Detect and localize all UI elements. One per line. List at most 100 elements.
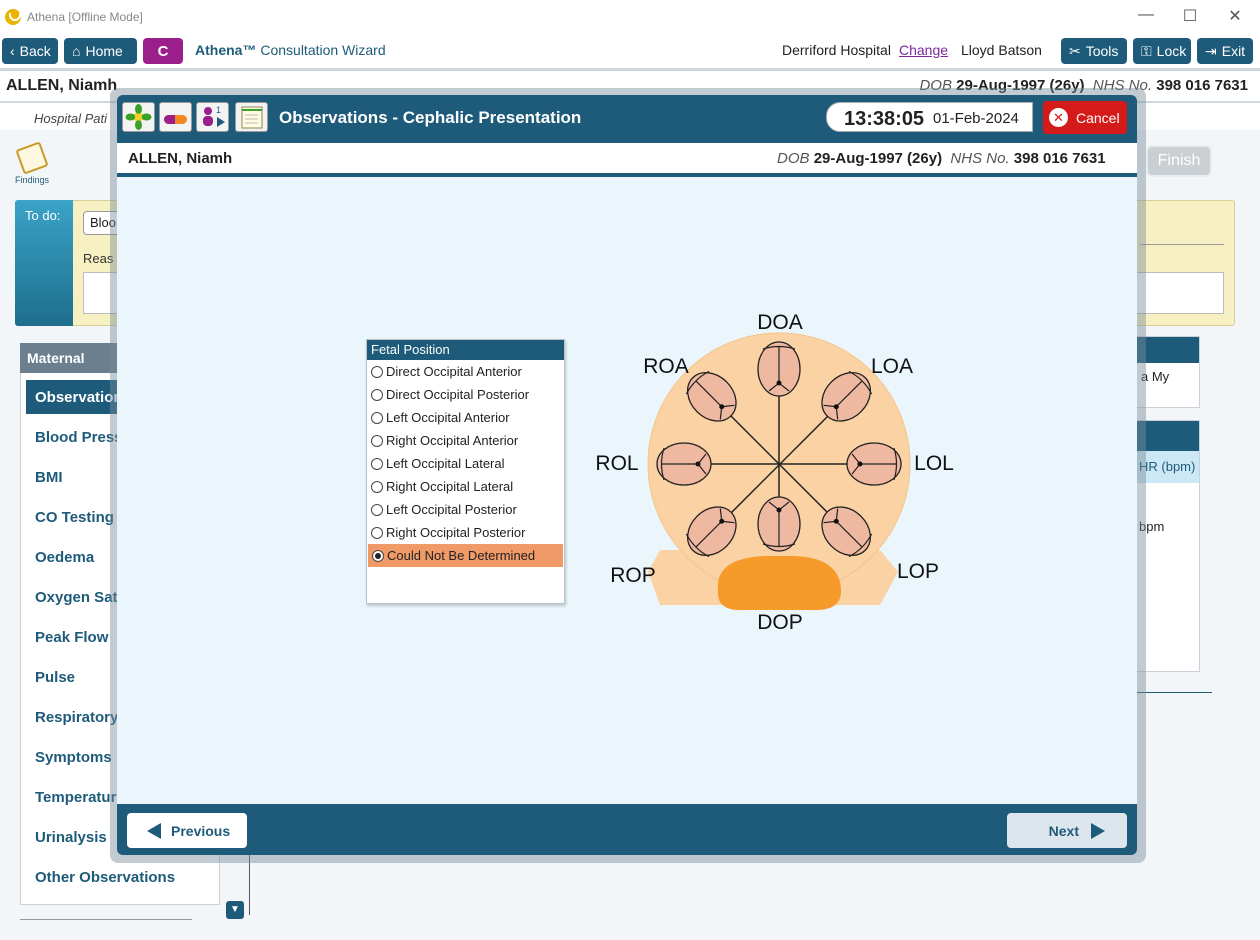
notes-button[interactable]: [235, 102, 268, 132]
user-name: Lloyd Batson: [961, 42, 1042, 58]
tools-button[interactable]: ✂ Tools: [1061, 38, 1127, 64]
nav-item-temperature[interactable]: Temperature: [35, 789, 125, 806]
arrow-right-icon: [1091, 822, 1105, 839]
fetal-head-lol: [846, 442, 902, 486]
finish-button[interactable]: Finish: [1146, 145, 1212, 177]
fetal-position-option-label: Right Occipital Anterior: [386, 433, 519, 448]
todo-label: To do:: [15, 200, 73, 326]
label-roa: ROA: [643, 355, 689, 378]
nav-item-other-observations[interactable]: Other Observations: [35, 869, 176, 886]
athena-logo-icon: [5, 9, 21, 25]
patient-identifiers: DOB 29-Aug-1997 (26y) NHS No. 398 016 76…: [919, 77, 1248, 94]
toolbar-divider: [0, 68, 1260, 71]
fetal-position-option[interactable]: Left Occipital Posterior: [367, 498, 564, 521]
radio-button[interactable]: [371, 526, 383, 539]
fetal-head-rop: [685, 506, 737, 558]
fetal-position-option-label: Could Not Be Determined: [387, 548, 536, 563]
radio-button[interactable]: [371, 388, 383, 401]
flower-icon: [125, 104, 152, 130]
exit-icon: ⇥: [1205, 42, 1217, 59]
nav-item-symptoms[interactable]: Symptoms: [35, 749, 112, 766]
nav-item-oedema[interactable]: Oedema: [35, 549, 95, 566]
fetal-position-option[interactable]: Left Occipital Lateral: [367, 452, 564, 475]
hospital-name: Derriford Hospital: [782, 42, 891, 58]
home-icon: ⌂: [72, 43, 81, 59]
exit-button[interactable]: ⇥ Exit: [1197, 38, 1253, 64]
radio-button[interactable]: [371, 411, 383, 424]
window-title: Athena [Offline Mode]: [27, 10, 143, 24]
clock-date: 01-Feb-2024: [933, 110, 1019, 127]
label-rop: ROP: [610, 564, 656, 587]
scroll-down-icon[interactable]: ▼: [226, 901, 244, 919]
findings-button[interactable]: Findings: [12, 141, 52, 185]
nav-item-urinalysis[interactable]: Urinalysis: [35, 829, 107, 846]
nav-item-respiratory[interactable]: Respiratory: [35, 709, 119, 726]
label-lop: LOP: [897, 560, 939, 583]
label-lol: LOL: [914, 452, 954, 475]
minimize-icon[interactable]: —: [1138, 6, 1154, 23]
fetal-position-list: Fetal Position Direct Occipital Anterior…: [366, 339, 565, 604]
todo-reason-label: Reas: [83, 251, 114, 266]
lock-icon: ⚿: [1141, 42, 1152, 59]
notepad-icon: [241, 106, 263, 129]
nav-item-bmi[interactable]: BMI: [35, 469, 63, 486]
right-card-top-header: [1137, 337, 1199, 363]
nav-item-co-testing[interactable]: CO Testing: [35, 509, 114, 526]
arrow-left-icon: [147, 822, 161, 839]
clock-panel: [826, 102, 1033, 132]
fetal-position-option-label: Right Occipital Lateral: [386, 479, 514, 494]
findings-icon: [15, 141, 49, 175]
radio-button[interactable]: [371, 365, 383, 378]
cancel-button[interactable]: ✕ Cancel: [1043, 101, 1127, 134]
right-card-top: a My: [1136, 336, 1200, 408]
modal-patient-identifiers: DOB 29-Aug-1997 (26y) NHS No. 398 016 76…: [777, 150, 1106, 167]
fetal-position-option[interactable]: Right Occipital Posterior: [367, 521, 564, 544]
fetal-position-option-label: Left Occipital Anterior: [386, 410, 510, 425]
nav-item-peak-flow[interactable]: Peak Flow: [35, 629, 109, 646]
queue-button[interactable]: 1: [196, 102, 229, 132]
todo-pill[interactable]: Bloo: [83, 211, 123, 235]
fetal-position-option[interactable]: Direct Occipital Anterior: [367, 360, 564, 383]
right-divider: [1136, 692, 1212, 693]
next-button[interactable]: Next: [1007, 813, 1127, 848]
fetal-position-option[interactable]: Right Occipital Lateral: [367, 475, 564, 498]
fetal-position-option-label: Right Occipital Posterior: [386, 525, 526, 540]
radio-button[interactable]: [371, 503, 383, 516]
fetal-position-option[interactable]: Right Occipital Anterior: [367, 429, 564, 452]
right-card-hr-column: HR (bpm): [1137, 451, 1199, 483]
tools-icon: ✂: [1069, 42, 1081, 59]
fetal-heads: [656, 341, 902, 558]
close-icon[interactable]: ✕: [1228, 8, 1242, 25]
clock-time: 13:38:05: [844, 108, 925, 130]
radio-button[interactable]: [372, 549, 384, 562]
fetal-position-header: Fetal Position: [367, 340, 564, 360]
fetal-head-rol: [656, 442, 712, 486]
fetal-position-option-label: Direct Occipital Posterior: [386, 387, 530, 402]
radio-button[interactable]: [371, 457, 383, 470]
fetal-head-roa: [685, 370, 737, 422]
label-loa: LOA: [871, 355, 913, 378]
previous-button[interactable]: Previous: [127, 813, 247, 848]
clinical-tool-button[interactable]: [122, 102, 155, 132]
right-card-hr-header: [1137, 421, 1199, 451]
radio-button[interactable]: [371, 480, 383, 493]
modal-patient-name: ALLEN, Niamh: [128, 150, 233, 167]
fetal-position-option[interactable]: Direct Occipital Posterior: [367, 383, 564, 406]
change-hospital-link[interactable]: Change: [899, 42, 949, 58]
fetal-position-option[interactable]: Could Not Be Determined: [368, 544, 563, 567]
fetal-position-option[interactable]: Left Occipital Anterior: [367, 406, 564, 429]
todo-divider: [1140, 244, 1224, 245]
maximize-icon[interactable]: ☐: [1182, 8, 1198, 25]
main-toolbar: [0, 34, 1260, 68]
pill-icon: [164, 115, 187, 124]
radio-button[interactable]: [371, 434, 383, 447]
lock-button[interactable]: ⚿ Lock: [1133, 38, 1191, 64]
fetal-position-option-label: Left Occipital Posterior: [386, 502, 517, 517]
c-button[interactable]: C: [143, 38, 183, 64]
medication-button[interactable]: [159, 102, 192, 132]
nav-item-pulse[interactable]: Pulse: [35, 669, 76, 686]
right-card-heart-rate: HR (bpm) bpm: [1136, 420, 1200, 672]
home-button[interactable]: ⌂ Home: [64, 38, 137, 64]
fetal-head-lop: [821, 506, 873, 558]
back-button[interactable]: ‹ Back: [2, 38, 58, 64]
